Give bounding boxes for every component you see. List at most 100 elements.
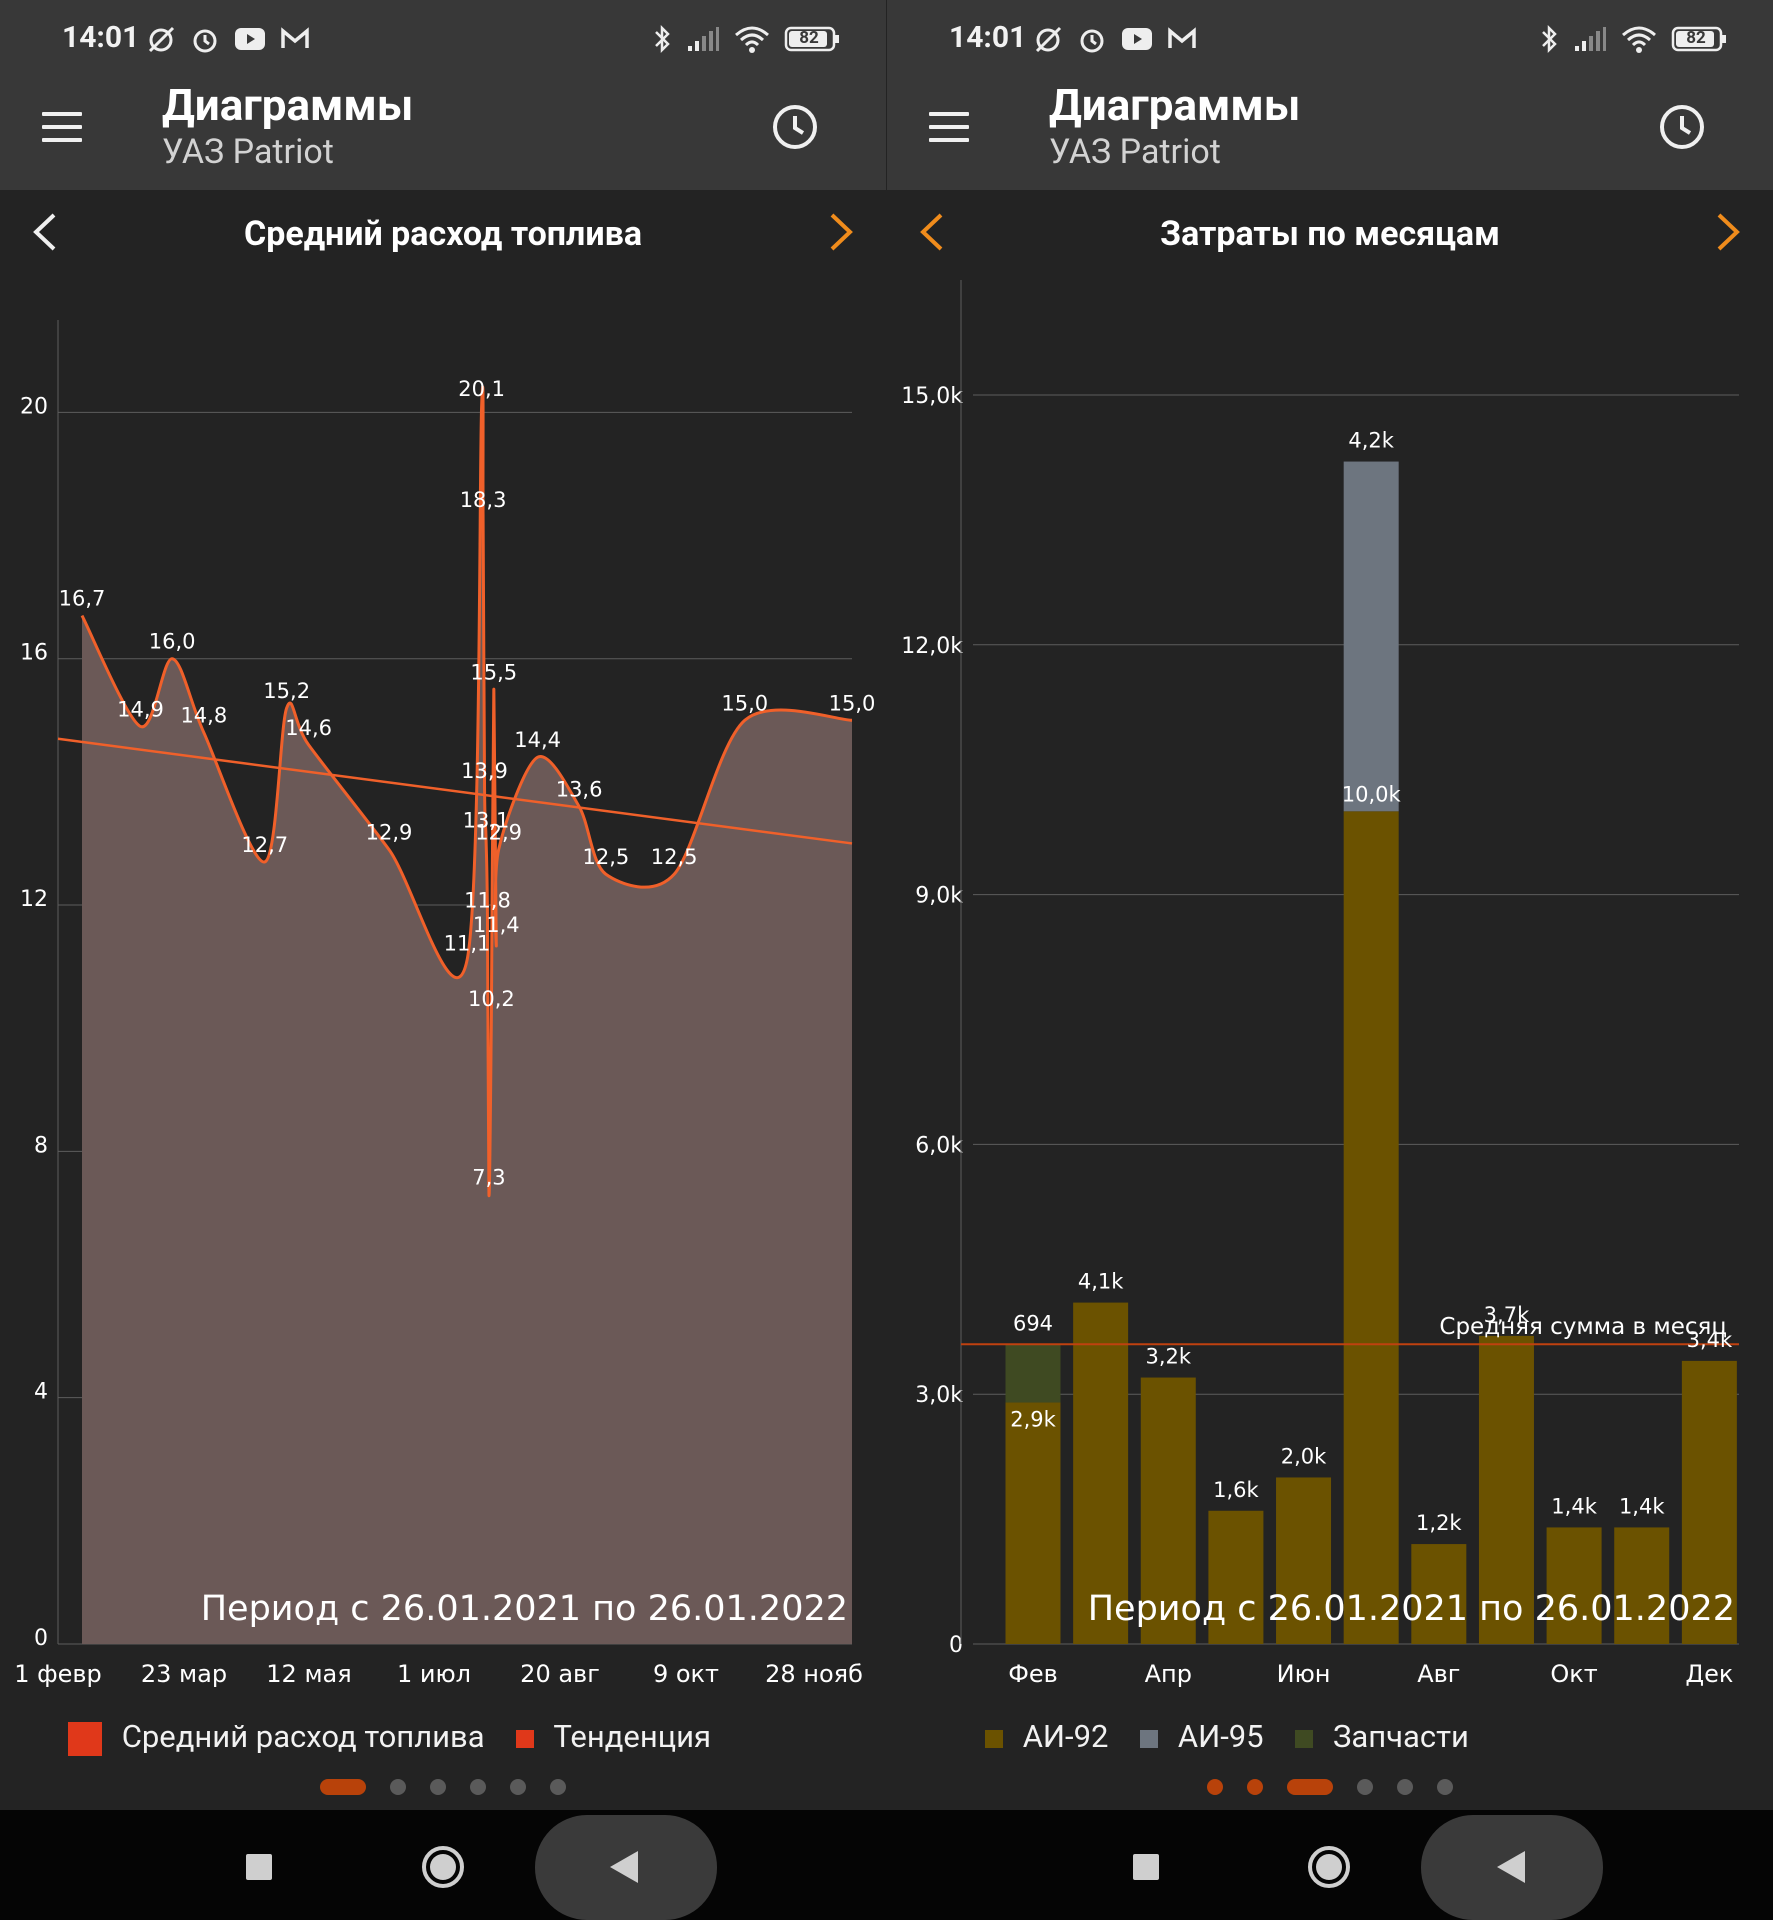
status-notification-icons (146, 24, 320, 54)
bar-ai92 (1343, 811, 1399, 1644)
home-icon[interactable] (1307, 1845, 1351, 1889)
battery-level: 82 (1686, 28, 1706, 48)
history-icon[interactable] (772, 104, 818, 150)
page-dot[interactable] (1356, 1778, 1373, 1795)
chart-legend: Средний расход топлива Тенденция (68, 1716, 735, 1756)
bar-ai92 (1073, 1302, 1129, 1644)
legend-label: Тенденция (553, 1718, 712, 1756)
page-dot[interactable] (390, 1778, 407, 1795)
y-tick-label: 9,0k (915, 884, 963, 909)
alarm-off-icon (148, 26, 175, 53)
bar-ai92 (1546, 1527, 1602, 1644)
wifi-icon (1622, 26, 1657, 53)
page-dot[interactable] (1247, 1778, 1264, 1795)
data-label: 15,5 (470, 660, 517, 684)
data-label: 15,0 (829, 691, 876, 715)
data-label: 10,2 (468, 987, 515, 1011)
data-label: 2,0k (1281, 1444, 1327, 1468)
data-label: 14,9 (117, 697, 164, 721)
chevron-left-icon[interactable] (917, 212, 947, 252)
data-label: 15,0 (721, 691, 768, 715)
menu-icon[interactable] (929, 112, 969, 142)
recents-icon[interactable] (1132, 1853, 1160, 1881)
data-label: 20,1 (458, 377, 505, 401)
page-dot[interactable] (1207, 1778, 1224, 1795)
legend-swatch (68, 1721, 102, 1756)
status-time: 14:01 (949, 20, 1027, 55)
y-tick-label: 0 (34, 1626, 48, 1651)
status-system-icons: 82 (652, 24, 850, 54)
app-bar (0, 80, 886, 190)
data-label: 12,7 (241, 833, 288, 857)
history-icon[interactable] (1659, 104, 1705, 150)
data-label: 1,6k (1213, 1478, 1259, 1502)
data-label: 3,7k (1484, 1303, 1530, 1327)
page-indicator (887, 1776, 1773, 1796)
page-dot[interactable] (549, 1778, 566, 1795)
monthly-expenses-chart: 0 3,0k 6,0k 9,0k 12,0k 15,0k Фев Апр Июн Авг Окт Де… (901, 280, 1739, 1688)
legend-item-parts: Запчасти (1295, 1718, 1469, 1755)
alarm-icon (193, 29, 217, 53)
bar-ai92 (1614, 1527, 1670, 1644)
bluetooth-icon (1542, 24, 1557, 54)
data-label: 14,4 (514, 728, 561, 752)
status-bar: 14:01 82 (887, 0, 1773, 80)
chart-title: Средний расход топлива (243, 214, 643, 254)
page-dot[interactable] (469, 1778, 486, 1795)
x-tick-label: 20 авг (520, 1660, 600, 1688)
x-tick-label: Июн (1277, 1660, 1331, 1688)
bar-ai92 (1681, 1360, 1737, 1644)
menu-icon[interactable] (42, 112, 82, 142)
status-system-icons: 82 (1539, 24, 1737, 54)
status-bar: 14:01 82 (0, 0, 886, 80)
legend-swatch (1140, 1730, 1159, 1749)
page-dot[interactable] (1436, 1778, 1453, 1795)
data-label: 2,9k (1010, 1408, 1056, 1432)
y-tick-label: 16 (20, 641, 48, 666)
page-dot-active[interactable] (1287, 1778, 1334, 1795)
data-label: 12,9 (475, 821, 522, 845)
fuel-area (82, 386, 852, 1644)
recents-icon[interactable] (245, 1853, 273, 1881)
chart-legend: АИ-92 АИ-95 Запчасти (985, 1716, 1493, 1755)
page-dot[interactable] (509, 1778, 526, 1795)
gmail-icon (1168, 27, 1196, 48)
x-tick-label: 1 февр (14, 1660, 102, 1688)
bar-ai92 (1005, 1402, 1061, 1644)
back-icon[interactable] (1495, 1850, 1527, 1884)
data-label: 1,2k (1416, 1511, 1462, 1535)
page-dot-active[interactable] (320, 1778, 367, 1795)
alarm-icon (1080, 29, 1104, 53)
youtube-icon (234, 28, 265, 50)
data-label: 10,0k (1342, 782, 1402, 806)
legend-swatch (985, 1730, 1003, 1749)
back-icon[interactable] (608, 1850, 640, 1884)
data-label: 3,4k (1687, 1328, 1733, 1352)
data-label: 694 (1013, 1312, 1053, 1336)
data-label: 11,1 (444, 931, 491, 955)
chevron-left-icon[interactable] (30, 212, 60, 252)
data-label: 4,1k (1078, 1270, 1124, 1294)
chevron-right-icon[interactable] (1713, 212, 1743, 252)
left-panel: 14:01 82 Диаграммы УАЗ Patriot Средний р… (0, 0, 886, 1810)
status-notification-icons (1033, 24, 1207, 54)
legend-swatch (516, 1730, 535, 1749)
legend-item-ai95: АИ-95 (1140, 1718, 1264, 1755)
data-label: 14,6 (285, 716, 332, 740)
y-tick-label: 0 (949, 1633, 963, 1658)
bluetooth-icon (655, 24, 670, 54)
home-icon[interactable] (421, 1845, 465, 1889)
y-tick-label: 6,0k (915, 1133, 963, 1158)
app-subtitle: УАЗ Patriot (1049, 132, 1221, 172)
data-label: 18,3 (460, 488, 507, 512)
x-tick-label: Окт (1550, 1660, 1597, 1688)
gmail-icon (281, 27, 309, 48)
trend-line (57, 737, 853, 845)
chevron-right-icon[interactable] (826, 212, 856, 252)
page-dot[interactable] (430, 1778, 447, 1795)
page-dot[interactable] (1396, 1778, 1413, 1795)
bar-ai92 (1478, 1335, 1534, 1644)
legend-label: Средний расход топлива (121, 1717, 485, 1755)
chart-header: Средний расход топлива (0, 190, 886, 280)
data-label: 12,5 (583, 845, 630, 869)
